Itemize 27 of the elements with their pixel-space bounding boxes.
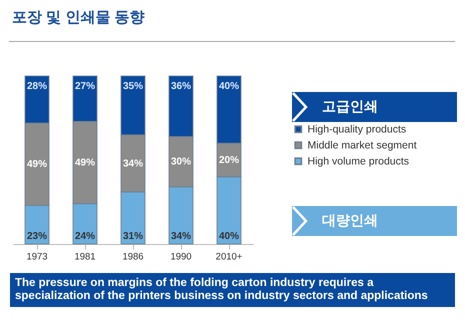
text: 고급인쇄 xyxy=(322,98,378,116)
data-label: 49% xyxy=(74,158,96,169)
legend-label: High volume products xyxy=(308,155,410,168)
data-label: 30% xyxy=(170,156,192,168)
data-label: 40% xyxy=(218,231,240,242)
data-label: 23% xyxy=(26,231,48,242)
text: 대량인쇄 xyxy=(322,212,378,230)
data-label: 20% xyxy=(218,155,240,166)
chart-title: 포장 및 인쇄물 동향 xyxy=(12,8,145,27)
x-tick-label: 1973 xyxy=(26,252,48,262)
data-label: 24% xyxy=(74,231,96,242)
data-label: 36% xyxy=(170,81,192,92)
data-label: 27% xyxy=(74,81,96,92)
x-tick-label: 1981 xyxy=(74,252,96,262)
legend-label: High-quality products xyxy=(308,123,406,136)
x-tick-label: 2010+ xyxy=(216,252,243,262)
x-tick-label: 1986 xyxy=(122,252,144,262)
data-label: 49% xyxy=(26,159,48,170)
data-label: 35% xyxy=(122,81,144,92)
data-label: 34% xyxy=(122,158,144,170)
data-label: 34% xyxy=(170,231,192,242)
legend-label: Middle market segment xyxy=(308,139,417,152)
text: The pressure on margins of the folding carton industry requires a specialization of the printers business on industry sectors and applications xyxy=(10,273,455,307)
data-label: 28% xyxy=(26,81,48,92)
x-tick-label: 1990 xyxy=(170,252,192,262)
data-label: 40% xyxy=(218,81,240,92)
data-label: 31% xyxy=(122,231,144,242)
